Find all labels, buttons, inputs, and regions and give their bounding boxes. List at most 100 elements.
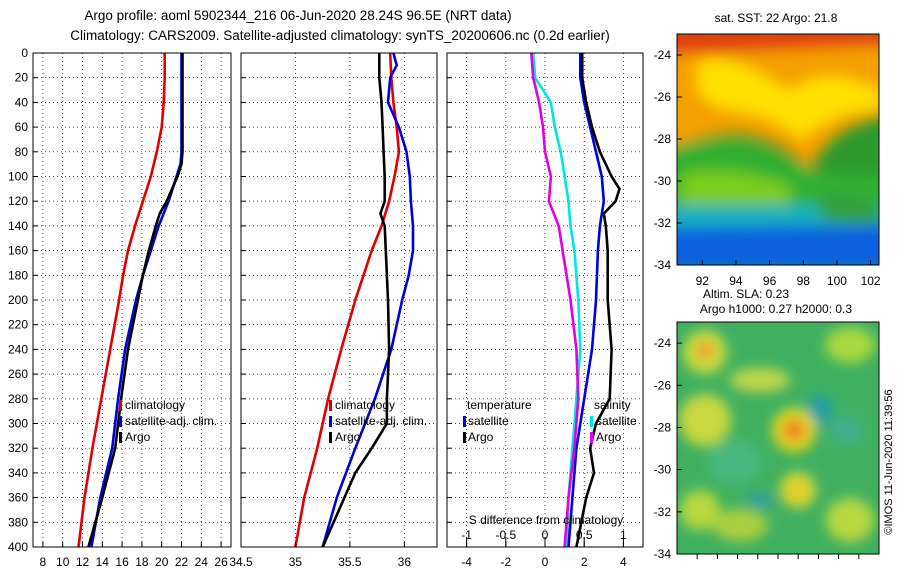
x-tick-label: -4 <box>461 555 472 569</box>
series-line-temperature-argo <box>567 53 606 548</box>
map-y-tick-label: -26 <box>654 378 672 392</box>
sla-map-title-1: Altim. SLA: 0.23 <box>703 287 789 301</box>
map-frame <box>676 33 880 266</box>
legend-swatch-argo <box>329 432 332 443</box>
legend-swatch-satellite <box>329 416 332 427</box>
salinity-panel: 34.5 35 35.5 36 <box>229 52 438 569</box>
sst-heatmap <box>677 34 879 265</box>
x-tick-label: 22 <box>175 555 189 569</box>
map-x-tick-label: 94 <box>729 274 743 288</box>
sla-map-axes: -24 -26 -28 -30 -32 -34 <box>654 321 880 561</box>
x-tick-label: 4 <box>620 555 627 569</box>
legend-swatch-temp-argo <box>463 432 466 443</box>
y-tick-label: 280 <box>8 392 28 406</box>
legend-swatch-climatology <box>119 400 122 411</box>
y-tick-label: 360 <box>8 491 28 505</box>
secondary-x-tick-label: -1 <box>461 528 472 542</box>
legend-label-climatology: climatology <box>335 398 395 412</box>
y-tick-label: 140 <box>8 219 28 233</box>
sst-map-axes: -24 -26 -28 -30 -32 -34 92 94 96 98 100 102 <box>654 33 881 288</box>
map-x-tick-label: 100 <box>827 274 847 288</box>
legend-label-salinity: salinity <box>594 398 631 412</box>
plot-frame <box>446 52 644 548</box>
map-y-tick-label: -30 <box>654 174 672 188</box>
x-tick-label: 34.5 <box>229 555 253 569</box>
x-tick-label: 35.5 <box>338 555 362 569</box>
legend-label-satellite: satellite-adj. clim. <box>335 414 427 428</box>
legend-label-satellite: satellite-adj. clim. <box>125 414 217 428</box>
plot-frame <box>240 52 438 548</box>
legend-label-temp-satellite: satellite <box>468 414 509 428</box>
map-y-tick-label: -32 <box>654 216 672 230</box>
series-line-satellite-adj-clim- <box>90 53 183 548</box>
difference-panel: -4 -2 0 2 4 -1 -0.5 0 0.5 1 <box>446 52 644 569</box>
y-tick-label: 80 <box>15 145 29 159</box>
y-tick-label: 120 <box>8 194 28 208</box>
y-tick-label: 40 <box>15 95 29 109</box>
series-line-salinity-satellite <box>530 52 580 548</box>
legend-swatch-temp-satellite <box>463 416 466 427</box>
secondary-x-tick-label: 0 <box>542 528 549 542</box>
legend-label-sal-satellite: satellite <box>596 414 637 428</box>
legend-swatch-climatology <box>329 400 332 411</box>
x-tick-label: 2 <box>581 555 588 569</box>
y-tick-label: 200 <box>8 293 28 307</box>
title-line-1: Argo profile: aoml 5902344_216 06-Jun-20… <box>84 8 511 23</box>
secondary-axis-label: S difference from climatology <box>469 513 624 527</box>
y-tick-label: 100 <box>8 170 28 184</box>
y-tick-label: 320 <box>8 441 28 455</box>
series-line-argo <box>87 53 184 548</box>
y-tick-label: 60 <box>15 120 29 134</box>
series-line-argo <box>321 53 391 548</box>
legend-swatch-satellite <box>119 416 122 427</box>
imos-watermark: ©IMOS 11-Jun-2020 11:39:56 <box>883 389 895 534</box>
y-tick-label: 160 <box>8 244 28 258</box>
temperature-legend: climatology satellite-adj. clim. Argo <box>119 398 217 444</box>
x-tick-label: 26 <box>214 555 228 569</box>
x-tick-label: 10 <box>56 555 70 569</box>
y-tick-label: 0 <box>21 46 28 60</box>
sst-map-title: sat. SST: 22 Argo: 21.8 <box>715 11 838 25</box>
x-tick-label: 24 <box>195 555 209 569</box>
map-y-tick-label: -24 <box>654 48 672 62</box>
legend-label-temperature: temperature <box>467 398 532 412</box>
temperature-panel: 8 10 12 14 16 18 20 22 24 26020406080100120140160… <box>8 46 232 569</box>
salinity-legend: climatology satellite-adj. clim. Argo <box>329 398 427 444</box>
difference-legend: temperature satellite Argo salinity sate… <box>463 398 637 527</box>
x-tick-label: -2 <box>500 555 511 569</box>
y-tick-label: 400 <box>8 540 28 554</box>
y-tick-label: 220 <box>8 318 28 332</box>
x-tick-label: 8 <box>40 555 47 569</box>
y-tick-label: 300 <box>8 417 28 431</box>
map-y-tick-label: -32 <box>654 505 672 519</box>
y-tick-label: 340 <box>8 466 28 480</box>
y-tick-label: 20 <box>15 71 29 85</box>
legend-label-argo: Argo <box>335 430 361 444</box>
secondary-x-tick-label: 1 <box>620 528 627 542</box>
y-tick-label: 380 <box>8 515 28 529</box>
map-y-tick-label: -28 <box>654 132 672 146</box>
map-y-tick-label: -24 <box>654 336 672 350</box>
y-tick-label: 260 <box>8 367 28 381</box>
x-tick-label: 0 <box>542 555 549 569</box>
series-line-climatology <box>294 52 401 548</box>
secondary-x-tick-label: 0.5 <box>576 528 593 542</box>
map-x-tick-label: 92 <box>696 274 710 288</box>
sla-heatmap <box>677 322 879 554</box>
x-tick-label: 18 <box>135 555 149 569</box>
y-tick-label: 240 <box>8 342 28 356</box>
x-tick-label: 12 <box>76 555 90 569</box>
series-line-temperature-satellite <box>531 52 582 548</box>
x-tick-label: 16 <box>115 555 129 569</box>
x-tick-label: 20 <box>155 555 169 569</box>
map-x-tick-label: 96 <box>763 274 777 288</box>
y-tick-label: 180 <box>8 268 28 282</box>
map-y-tick-label: -34 <box>654 258 672 272</box>
x-tick-label: 14 <box>96 555 110 569</box>
map-y-tick-label: -28 <box>654 420 672 434</box>
legend-label-temp-argo: Argo <box>468 430 494 444</box>
secondary-x-tick-label: -0.5 <box>495 528 516 542</box>
legend-swatch-sal-satellite <box>590 416 593 427</box>
map-x-tick-label: 98 <box>797 274 811 288</box>
